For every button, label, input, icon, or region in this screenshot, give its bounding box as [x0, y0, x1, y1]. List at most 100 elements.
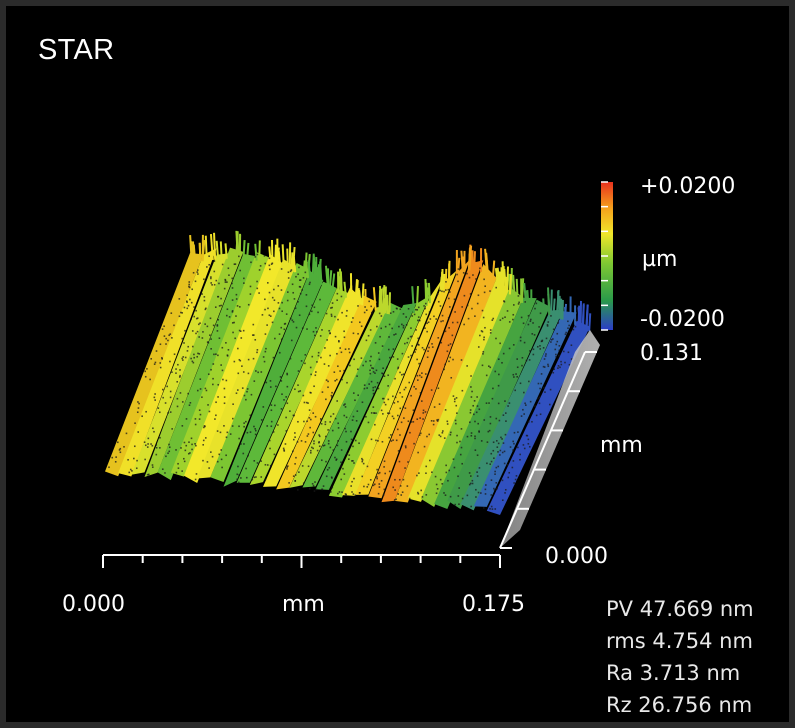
- surface-speckle-dot: [439, 478, 442, 481]
- surface-speckle-dot: [250, 393, 253, 396]
- surface-speckle-dot: [449, 495, 452, 498]
- surface-speckle-dot: [497, 358, 500, 361]
- surface-speckle-dot: [243, 282, 245, 284]
- surface-speckle-dot: [273, 288, 275, 291]
- surface-speckle-dot: [252, 357, 255, 360]
- surface-speckle-dot: [322, 444, 325, 447]
- surface-speckle-dot: [494, 470, 496, 473]
- surface-speckle-dot: [519, 339, 522, 342]
- surface-speckle-dot: [193, 306, 195, 308]
- surface-speckle-dot: [404, 407, 407, 409]
- surface-spike: [556, 291, 561, 319]
- surface-spike: [311, 253, 315, 281]
- surface-speckle-dot: [210, 368, 212, 371]
- surface-speckle-dot: [543, 366, 546, 368]
- surface-speckle-dot: [501, 438, 503, 440]
- surface-speckle-dot: [538, 396, 541, 399]
- surface-speckle-dot: [259, 265, 262, 267]
- surface-speckle-dot: [223, 287, 226, 290]
- surface-speckle-dot: [117, 441, 119, 444]
- surface-speckle-dot: [492, 317, 495, 320]
- surface-speckle-dot: [235, 293, 238, 296]
- surface-speckle-dot: [331, 306, 333, 309]
- surface-speckle-dot: [134, 422, 136, 425]
- surface-speckle-dot: [456, 273, 458, 276]
- surface-speckle-dot: [400, 421, 403, 424]
- surface-speckle-dot: [283, 450, 286, 452]
- surface-speckle-dot: [490, 452, 493, 455]
- surface-speckle-dot: [536, 345, 539, 348]
- surface-speckle-dot: [484, 488, 487, 491]
- surface-speckle-dot: [388, 323, 391, 326]
- surface-speckle-dot: [435, 483, 438, 486]
- surface-speckle-dot: [158, 411, 161, 414]
- surface-speckle-dot: [185, 418, 188, 420]
- surface-speckle-dot: [289, 357, 292, 360]
- surface-speckle-dot: [331, 391, 333, 394]
- surface-speckle-dot: [238, 474, 241, 476]
- surface-stripe: [486, 320, 590, 515]
- surface-speckle-dot: [314, 481, 316, 483]
- surface-speckle-dot: [352, 332, 355, 335]
- surface-speckle-dot: [483, 291, 486, 294]
- colorbar-max-label: +0.0200: [640, 174, 735, 199]
- surface-speckle-dot: [304, 271, 307, 274]
- surface-speckle-dot: [524, 301, 526, 303]
- surface-speckle-dot: [162, 396, 164, 399]
- surface-speckle-dot: [185, 300, 188, 303]
- surface-speckle-dot: [437, 300, 440, 303]
- surface-speckle-dot: [292, 475, 295, 477]
- surface-speckle-dot: [197, 273, 199, 275]
- surface-speckle-dot: [535, 414, 538, 417]
- surface-speckle-dot: [570, 358, 573, 360]
- surface-speckle-dot: [350, 485, 352, 487]
- surface-speckle-dot: [352, 445, 354, 448]
- surface-speckle-dot: [194, 418, 197, 420]
- surface-speckle-dot: [417, 343, 419, 346]
- surface-speckle-dot: [539, 387, 541, 390]
- surface-speckle-dot: [277, 302, 280, 304]
- surface-speckle-dot: [553, 368, 556, 371]
- surface-speckle-dot: [297, 370, 300, 372]
- y-axis-min-label: 0.000: [545, 544, 608, 569]
- surface-speckle-dot: [251, 334, 254, 336]
- surface-speckle-dot: [527, 421, 530, 423]
- surface-speckle-dot: [348, 351, 351, 354]
- surface-speckle-dot: [399, 485, 402, 487]
- surface-speckle-dot: [374, 386, 377, 388]
- surface-speckle-dot: [255, 476, 257, 478]
- surface-speckle-dot: [280, 408, 283, 410]
- surface-speckle-dot: [485, 484, 487, 486]
- surface-speckle-dot: [572, 328, 575, 331]
- surface-speckle-dot: [474, 420, 476, 423]
- surface-speckle-dot: [192, 361, 195, 364]
- surface-speckle-dot: [390, 440, 393, 442]
- surface-speckle-dot: [228, 274, 230, 277]
- surface-speckle-dot: [267, 307, 269, 310]
- surface-speckle-dot: [238, 329, 241, 332]
- surface-speckle-dot: [297, 273, 299, 276]
- surface-stripe: [197, 258, 297, 479]
- surface-speckle-dot: [217, 318, 219, 321]
- surface-speckle-dot: [302, 394, 305, 397]
- surface-speckle-dot: [424, 411, 427, 413]
- surface-speckle-dot: [344, 427, 346, 430]
- surface-speckle-dot: [482, 353, 484, 355]
- surface-stripe: [460, 309, 564, 511]
- surface-speckle-dot: [504, 412, 507, 414]
- surface-speckle-dot: [387, 348, 390, 351]
- colorbar-ticks: [601, 181, 608, 331]
- surface-speckle-dot: [522, 322, 525, 325]
- surface-speckle-dot: [476, 396, 478, 398]
- surface-speckle-dot: [271, 296, 274, 299]
- surface-speckle-dot: [268, 314, 271, 317]
- surface-speckle-dot: [285, 396, 287, 398]
- surface-spike: [219, 241, 223, 260]
- surface-speckle-dot: [529, 320, 532, 323]
- surface-speckle-dot: [198, 353, 201, 355]
- surface-speckle-dot: [309, 452, 312, 454]
- surface-speckle-dot: [497, 402, 500, 405]
- surface-speckle-dot: [169, 360, 171, 363]
- surface-spike: [415, 286, 419, 312]
- surface-speckle-dot: [452, 358, 454, 361]
